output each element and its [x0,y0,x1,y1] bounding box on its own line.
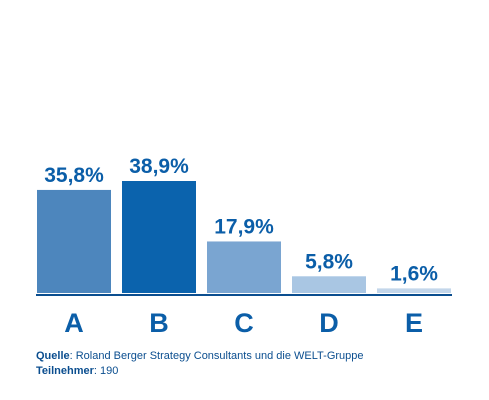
bars-layer [37,181,451,293]
participants-line: Teilnehmer: 190 [36,364,364,379]
participants-label: Teilnehmer [36,365,94,377]
bar-b [122,181,196,293]
bar-d [292,276,366,293]
category-label-c: C [234,308,254,338]
value-label-d: 5,8% [305,250,353,273]
labels-layer: 35,8% A 38,9% B 17,9% C 5,8% D 1,6% E [44,155,438,338]
chart-footer: Quelle: Roland Berger Strategy Consultan… [36,349,364,379]
participants-text: : 190 [93,365,119,377]
category-label-b: B [149,308,169,338]
bar-c [207,241,281,293]
source-text: : Roland Berger Strategy Consultants und… [69,350,364,362]
source-line: Quelle: Roland Berger Strategy Consultan… [36,349,364,364]
value-label-c: 17,9% [214,215,274,238]
value-label-b: 38,9% [129,155,189,178]
category-label-d: D [319,308,339,338]
value-label-a: 35,8% [44,164,104,187]
bar-a [37,189,111,293]
bar-e [377,288,451,293]
value-label-e: 1,6% [390,262,438,285]
category-label-a: A [64,308,84,338]
source-label: Quelle [36,350,70,362]
category-label-e: E [405,308,423,338]
